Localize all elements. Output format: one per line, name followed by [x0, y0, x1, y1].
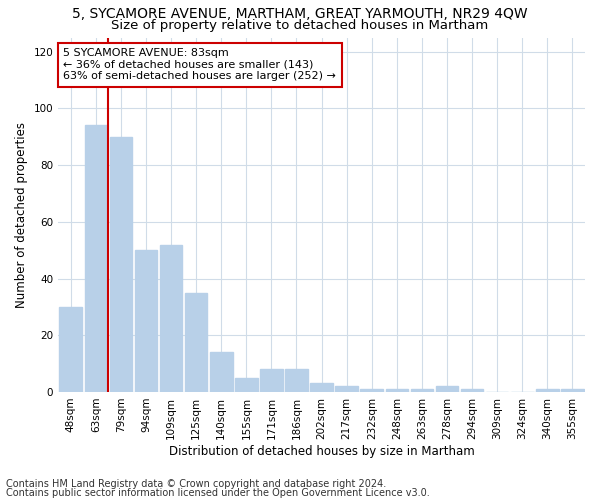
Bar — [59, 307, 82, 392]
X-axis label: Distribution of detached houses by size in Martham: Distribution of detached houses by size … — [169, 444, 475, 458]
Bar — [410, 389, 433, 392]
Bar — [461, 389, 484, 392]
Bar — [386, 389, 408, 392]
Bar — [536, 389, 559, 392]
Bar — [436, 386, 458, 392]
Bar — [335, 386, 358, 392]
Bar — [134, 250, 157, 392]
Bar — [235, 378, 257, 392]
Bar — [185, 292, 208, 392]
Bar — [85, 126, 107, 392]
Text: 5, SYCAMORE AVENUE, MARTHAM, GREAT YARMOUTH, NR29 4QW: 5, SYCAMORE AVENUE, MARTHAM, GREAT YARMO… — [72, 8, 528, 22]
Bar — [110, 136, 132, 392]
Text: Size of property relative to detached houses in Martham: Size of property relative to detached ho… — [112, 18, 488, 32]
Bar — [210, 352, 233, 392]
Bar — [310, 384, 333, 392]
Text: Contains HM Land Registry data © Crown copyright and database right 2024.: Contains HM Land Registry data © Crown c… — [6, 479, 386, 489]
Bar — [160, 244, 182, 392]
Bar — [260, 370, 283, 392]
Text: 5 SYCAMORE AVENUE: 83sqm
← 36% of detached houses are smaller (143)
63% of semi-: 5 SYCAMORE AVENUE: 83sqm ← 36% of detach… — [64, 48, 337, 82]
Text: Contains public sector information licensed under the Open Government Licence v3: Contains public sector information licen… — [6, 488, 430, 498]
Bar — [361, 389, 383, 392]
Y-axis label: Number of detached properties: Number of detached properties — [15, 122, 28, 308]
Bar — [561, 389, 584, 392]
Bar — [285, 370, 308, 392]
